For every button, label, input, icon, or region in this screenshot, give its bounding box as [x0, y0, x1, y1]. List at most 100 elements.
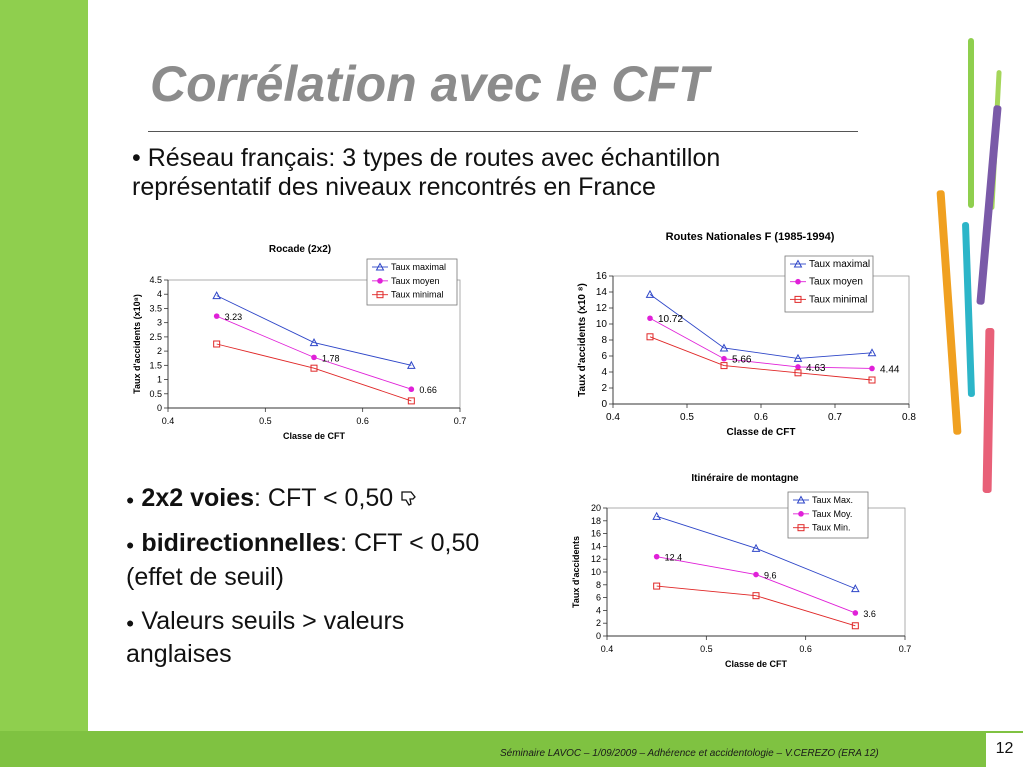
y-axis-label: Taux d'accidents (x10 ⁸): [577, 283, 588, 397]
x-axis-label: Classe de CFT: [725, 659, 788, 669]
y-tick-label: 4: [596, 605, 601, 615]
legend-label: Taux Min.: [812, 523, 851, 533]
intro-line-1: • Réseau français: 3 types de routes ave…: [132, 144, 721, 172]
data-point: [406, 360, 416, 369]
series-line-2: [656, 585, 856, 627]
green-left-bottom: [0, 640, 88, 735]
chart-itineraire-montagne: Itinéraire de montagne 0 2 4 6 8 10 12 14 16 18 20 0…: [571, 473, 911, 669]
data-point: [408, 386, 415, 393]
y-tick-label: 6: [601, 351, 607, 362]
y-tick-label: 2: [596, 618, 601, 628]
decorative-stripe-green: [968, 38, 974, 208]
data-point: [867, 348, 877, 357]
y-tick-label: 2.5: [149, 332, 162, 342]
y-tick-label: 0.5: [149, 389, 162, 399]
data-point: [407, 397, 415, 405]
bullet-bold-2x2: 2x2 voies: [141, 484, 255, 512]
data-point: [309, 338, 319, 347]
y-tick-label: 10: [596, 319, 608, 330]
data-point: [646, 333, 654, 341]
y-tick-label: 1.5: [149, 360, 162, 370]
data-point: [311, 354, 317, 361]
y-tick-label: 10: [591, 567, 601, 577]
chart-title: Routes Nationales F (1985-1994): [666, 231, 835, 243]
list-item: ● bidirectionnelles: CFT < 0,50 (effet d…: [126, 527, 576, 592]
data-point: [850, 584, 860, 593]
y-axis-label: Taux d'accidents (x10⁸): [132, 294, 142, 394]
x-tick-label: 0.6: [799, 644, 812, 654]
x-axis-label: Classe de CFT: [727, 427, 796, 438]
data-point: [213, 313, 220, 319]
data-label: 3.23: [225, 312, 243, 322]
intro-line-2: représentatif des niveaux rencontrés en …: [132, 173, 656, 201]
data-label: 12.4: [665, 553, 683, 563]
legend-marker: [375, 262, 385, 271]
bullet-text-seuils-2: anglaises: [126, 640, 232, 669]
series-line-0: [649, 294, 873, 359]
x-tick-label: 0.4: [606, 412, 620, 423]
legend-label: Taux maximal: [391, 262, 446, 272]
y-tick-label: 1: [157, 375, 162, 385]
series-line-2: [216, 343, 412, 402]
bullet-text-seuils: Valeurs seuils > valeurs: [141, 606, 405, 635]
chart-title: Rocade (2x2): [269, 244, 331, 255]
data-point: [653, 582, 661, 590]
thumbs-down-icon: [400, 483, 418, 515]
y-tick-label: 6: [596, 593, 601, 603]
x-tick-label: 0.7: [454, 416, 467, 426]
data-label: 1.78: [322, 353, 340, 363]
bullet-dot-icon: ●: [126, 491, 135, 508]
legend-marker: [793, 259, 803, 268]
y-tick-label: 20: [591, 503, 601, 513]
data-point: [213, 340, 221, 348]
page-number: 12: [986, 733, 1023, 767]
series-line-0: [216, 295, 412, 366]
data-point: [753, 571, 759, 578]
y-tick-label: 2: [601, 383, 607, 394]
y-tick-label: 12: [596, 303, 608, 314]
data-point: [869, 365, 875, 372]
legend-marker: [795, 278, 801, 285]
y-tick-label: 4: [157, 289, 162, 299]
data-point: [652, 511, 662, 520]
green-left-band: [0, 0, 130, 660]
list-item: ● Valeurs seuils > valeurs anglaises: [126, 605, 576, 670]
legend-marker: [794, 295, 802, 303]
x-tick-label: 0.7: [828, 412, 842, 423]
bullet-dot-icon: ●: [126, 614, 135, 631]
x-tick-label: 0.5: [259, 416, 272, 426]
data-point: [721, 355, 727, 362]
y-tick-label: 0: [596, 631, 601, 641]
y-tick-label: 4.5: [149, 275, 162, 285]
y-tick-label: 8: [601, 335, 607, 346]
series-line-2: [649, 336, 873, 381]
x-tick-label: 0.6: [356, 416, 369, 426]
data-point: [751, 543, 761, 552]
data-label: 10.72: [658, 314, 683, 325]
legend-label: Taux moyen: [809, 277, 863, 288]
data-point: [310, 364, 318, 372]
chart-routes-nationales: Routes Nationales F (1985-1994) 0 2 4 6 8 10 12…: [577, 231, 916, 438]
data-point: [645, 289, 655, 298]
data-label: 4.44: [880, 364, 900, 375]
x-tick-label: 0.4: [162, 416, 175, 426]
legend-label: Taux moyen: [391, 276, 440, 286]
legend-marker: [377, 278, 383, 284]
legend-label: Taux Moy.: [812, 509, 852, 519]
legend-label: Taux Max.: [812, 495, 853, 505]
x-axis-label: Classe de CFT: [283, 431, 346, 441]
y-tick-label: 3.5: [149, 303, 162, 313]
legend-label: Taux maximal: [809, 259, 870, 270]
data-point: [794, 369, 802, 377]
y-tick-label: 0: [157, 403, 162, 413]
legend-label: Taux minimal: [809, 294, 867, 305]
data-point: [793, 353, 803, 362]
y-tick-label: 12: [591, 554, 601, 564]
title-divider: [148, 131, 858, 132]
green-footer-band: [88, 731, 1023, 767]
data-point: [647, 315, 653, 322]
list-item: ● 2x2 voies: CFT < 0,50: [126, 482, 576, 515]
data-point: [795, 364, 801, 370]
bullet-bold-bidir: bidirectionnelles: [141, 529, 341, 558]
legend-marker: [376, 291, 384, 299]
